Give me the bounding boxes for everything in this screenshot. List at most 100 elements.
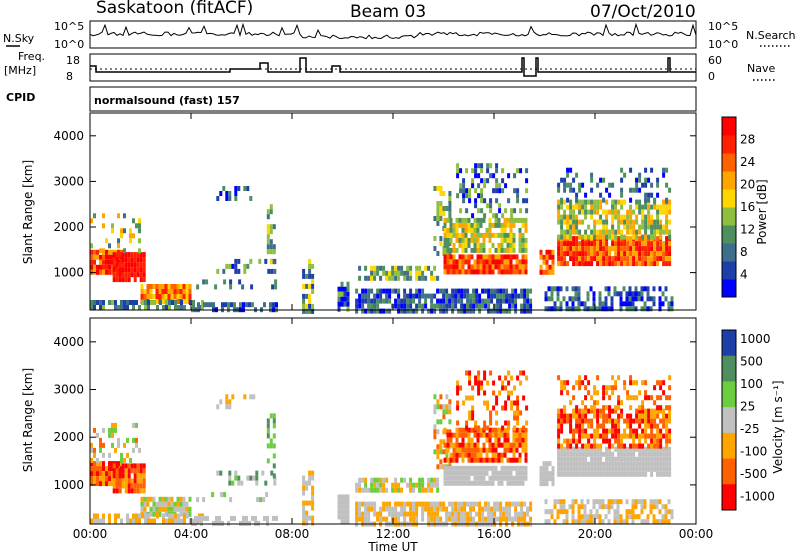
data-cell: [539, 264, 543, 270]
data-cell: [177, 513, 180, 519]
data-cell: [650, 461, 654, 467]
data-cell: [373, 482, 377, 488]
data-cell: [361, 511, 365, 517]
data-cell: [473, 237, 477, 243]
data-cell: [132, 422, 135, 428]
data-cell: [123, 213, 126, 219]
data-cell: [653, 385, 657, 391]
data-cell: [644, 380, 648, 386]
data-cell: [653, 261, 657, 267]
data-cell: [611, 224, 615, 230]
data-cell: [629, 461, 633, 467]
data-cell: [473, 442, 477, 448]
data-cell: [623, 418, 627, 424]
data-cell: [446, 247, 450, 253]
data-cell: [483, 370, 487, 376]
data-cell: [634, 514, 638, 520]
data-cell: [661, 301, 665, 307]
data-cell: [343, 301, 347, 307]
data-cell: [457, 298, 461, 304]
data-cell: [635, 234, 639, 240]
data-cell: [379, 511, 383, 517]
data-cell: [620, 443, 624, 449]
data-cell: [629, 261, 633, 267]
data-cell: [626, 224, 630, 230]
data-cell: [638, 256, 642, 262]
data-cell: [120, 300, 123, 305]
data-cell: [482, 217, 486, 223]
data-cell: [455, 269, 459, 275]
data-cell: [587, 438, 591, 444]
data-cell: [590, 418, 594, 424]
data-cell: [557, 182, 561, 188]
data-cell: [514, 298, 518, 304]
data-cell: [670, 301, 674, 307]
data-cell: [577, 301, 581, 307]
data-cell: [249, 394, 253, 400]
data-cell: [574, 296, 578, 302]
data-cell: [149, 294, 153, 299]
data-cell: [111, 228, 114, 234]
data-cell: [566, 380, 570, 386]
data-cell: [641, 408, 645, 414]
data-cell: [572, 461, 576, 467]
data-cell: [406, 298, 410, 304]
data-cell: [135, 300, 138, 305]
data-cell: [99, 248, 102, 254]
data-cell: [569, 451, 573, 457]
data-cell: [358, 293, 362, 299]
data-cell: [421, 511, 425, 517]
data-cell: [182, 299, 186, 304]
data-cell: [584, 451, 588, 457]
data-cell: [650, 214, 654, 220]
data-cell: [587, 261, 591, 267]
data-cell: [629, 418, 633, 424]
data-cell: [340, 504, 344, 510]
data-cell: [167, 289, 171, 294]
data-cell: [575, 428, 579, 434]
data-cell: [482, 480, 486, 486]
data-cell: [355, 501, 359, 507]
data-cell: [108, 249, 111, 255]
data-cell: [578, 261, 582, 267]
data-cell: [394, 265, 398, 271]
data-cell: [652, 286, 656, 292]
data-cell: [560, 408, 564, 414]
data-cell: [302, 268, 306, 274]
data-cell: [635, 443, 639, 449]
data-cell: [617, 418, 621, 424]
data-cell: [452, 259, 456, 265]
data-cell: [476, 227, 480, 233]
data-cell: [96, 518, 99, 524]
data-cell: [556, 296, 560, 302]
data-cell: [370, 506, 374, 512]
data-cell: [415, 293, 419, 299]
data-cell: [596, 433, 600, 439]
data-cell: [644, 451, 648, 457]
data-cell: [605, 471, 609, 477]
data-cell: [439, 186, 443, 191]
data-cell: [617, 456, 621, 462]
data-cell: [231, 480, 235, 486]
data-cell: [605, 418, 609, 424]
data-cell: [668, 413, 672, 419]
data-cell: [448, 429, 452, 435]
data-cell: [478, 506, 482, 512]
data-cell: [516, 193, 520, 199]
data-cell: [464, 452, 468, 458]
data-cell: [123, 305, 126, 310]
x-tick-label: 00:00: [73, 527, 108, 541]
data-cell: [507, 420, 511, 426]
data-cell: [620, 187, 624, 193]
data-cell: [120, 518, 123, 524]
data-cell: [467, 254, 471, 260]
data-cell: [463, 511, 467, 517]
data-cell: [653, 438, 657, 444]
data-cell: [370, 308, 374, 314]
data-cell: [522, 395, 526, 401]
data-cell: [476, 475, 480, 481]
data-cell: [596, 204, 600, 210]
data-cell: [623, 219, 627, 225]
data-cell: [251, 515, 254, 521]
